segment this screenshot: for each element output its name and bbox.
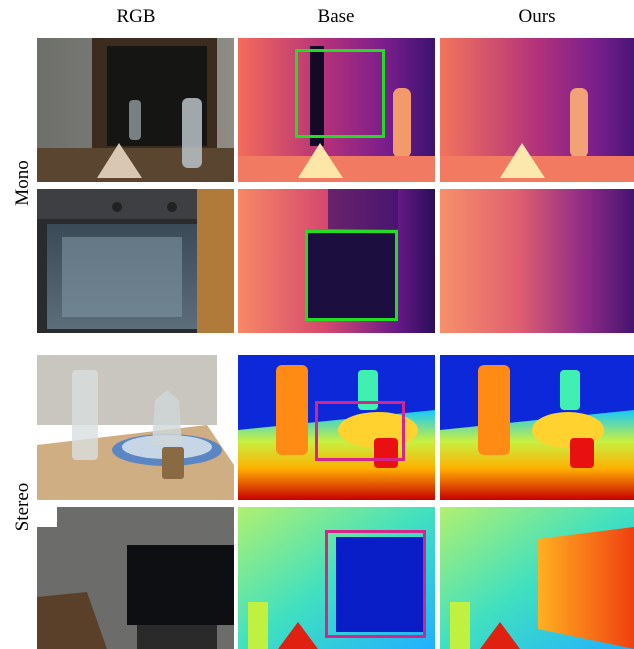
rgb-image-stereo-2 <box>37 507 234 649</box>
ours-depth-mono-2 <box>440 189 634 333</box>
highlight-box-stereo-1 <box>315 401 405 461</box>
highlight-box-stereo-2 <box>325 530 426 638</box>
ours-disparity-stereo-2 <box>440 507 634 649</box>
base-depth-mono-1 <box>238 38 435 182</box>
ours-depth-mono-1 <box>440 38 634 182</box>
base-disparity-stereo-1 <box>238 355 435 500</box>
rgb-image-mono-1 <box>37 38 234 182</box>
column-header-ours: Ours <box>518 6 556 27</box>
highlight-box-mono-2 <box>305 230 398 321</box>
ours-disparity-stereo-1 <box>440 355 634 500</box>
base-depth-mono-2 <box>238 189 435 333</box>
column-header-rgb: RGB <box>116 6 156 27</box>
column-header-base: Base <box>317 6 355 27</box>
group-label-stereo: Stereo <box>12 482 33 532</box>
highlight-box-mono-1 <box>295 49 385 138</box>
group-label-mono: Mono <box>12 160 33 206</box>
rgb-image-mono-2 <box>37 189 234 333</box>
rgb-image-stereo-1 <box>37 355 234 500</box>
